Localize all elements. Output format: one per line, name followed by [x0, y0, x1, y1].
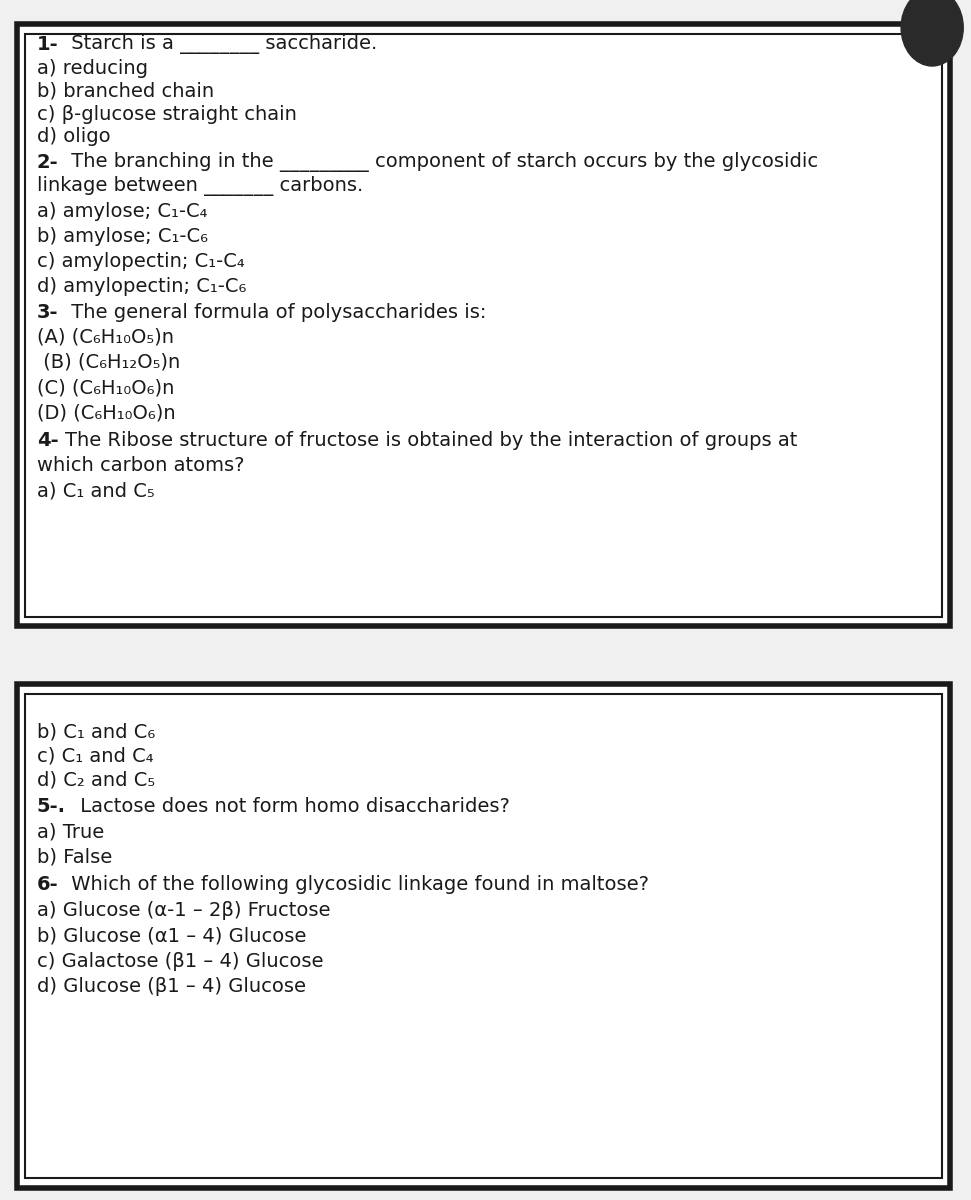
- Text: a) True: a) True: [37, 822, 104, 841]
- Text: d) C₂ and C₅: d) C₂ and C₅: [37, 770, 155, 790]
- Text: 6-: 6-: [37, 875, 58, 894]
- Text: The branching in the _________ component of starch occurs by the glycosidic: The branching in the _________ component…: [65, 152, 818, 172]
- Text: (D) (C₆H₁₀O₆)n: (D) (C₆H₁₀O₆)n: [37, 403, 176, 422]
- FancyBboxPatch shape: [25, 34, 942, 617]
- Text: d) oligo: d) oligo: [37, 127, 111, 146]
- Text: a) Glucose (α-1 – 2β) Fructose: a) Glucose (α-1 – 2β) Fructose: [37, 901, 330, 920]
- Text: The Ribose structure of fructose is obtained by the interaction of groups at: The Ribose structure of fructose is obta…: [65, 431, 797, 450]
- Text: Which of the following glycosidic linkage found in maltose?: Which of the following glycosidic linkag…: [65, 875, 649, 894]
- FancyBboxPatch shape: [17, 24, 950, 626]
- Text: d) Glucose (β1 – 4) Glucose: d) Glucose (β1 – 4) Glucose: [37, 977, 306, 996]
- Text: 2-: 2-: [37, 152, 58, 172]
- Text: a) C₁ and C₅: a) C₁ and C₅: [37, 481, 154, 500]
- FancyBboxPatch shape: [25, 694, 942, 1178]
- Text: b) branched chain: b) branched chain: [37, 82, 214, 101]
- Text: 5-.: 5-.: [37, 797, 66, 816]
- Text: b) False: b) False: [37, 847, 112, 866]
- FancyBboxPatch shape: [17, 684, 950, 1188]
- Text: c) amylopectin; C₁-C₄: c) amylopectin; C₁-C₄: [37, 252, 245, 271]
- Text: b) amylose; C₁-C₆: b) amylose; C₁-C₆: [37, 227, 208, 246]
- Text: (B) (C₆H₁₂O₅)n: (B) (C₆H₁₂O₅)n: [37, 353, 181, 372]
- Text: c) β-glucose straight chain: c) β-glucose straight chain: [37, 104, 297, 124]
- Text: c) C₁ and C₄: c) C₁ and C₄: [37, 746, 153, 766]
- Text: which carbon atoms?: which carbon atoms?: [37, 456, 245, 475]
- Text: (C) (C₆H₁₀O₆)n: (C) (C₆H₁₀O₆)n: [37, 378, 174, 397]
- Text: Starch is a ________ saccharide.: Starch is a ________ saccharide.: [65, 35, 377, 54]
- Text: a) reducing: a) reducing: [37, 59, 148, 78]
- Text: a) amylose; C₁-C₄: a) amylose; C₁-C₄: [37, 202, 207, 221]
- Text: The general formula of polysaccharides is:: The general formula of polysaccharides i…: [65, 302, 486, 322]
- Text: Lactose does not form homo disaccharides?: Lactose does not form homo disaccharides…: [75, 797, 510, 816]
- Text: (A) (C₆H₁₀O₅)n: (A) (C₆H₁₀O₅)n: [37, 328, 174, 347]
- Text: b) C₁ and C₆: b) C₁ and C₆: [37, 722, 155, 742]
- Text: 3-: 3-: [37, 302, 58, 322]
- Text: d) amylopectin; C₁-C₆: d) amylopectin; C₁-C₆: [37, 277, 247, 296]
- Text: linkage between _______ carbons.: linkage between _______ carbons.: [37, 176, 363, 196]
- Text: 1-: 1-: [37, 35, 58, 54]
- Text: c) Galactose (β1 – 4) Glucose: c) Galactose (β1 – 4) Glucose: [37, 952, 323, 971]
- Circle shape: [901, 0, 963, 66]
- Text: b) Glucose (α1 – 4) Glucose: b) Glucose (α1 – 4) Glucose: [37, 926, 306, 946]
- Text: 4-: 4-: [37, 431, 58, 450]
